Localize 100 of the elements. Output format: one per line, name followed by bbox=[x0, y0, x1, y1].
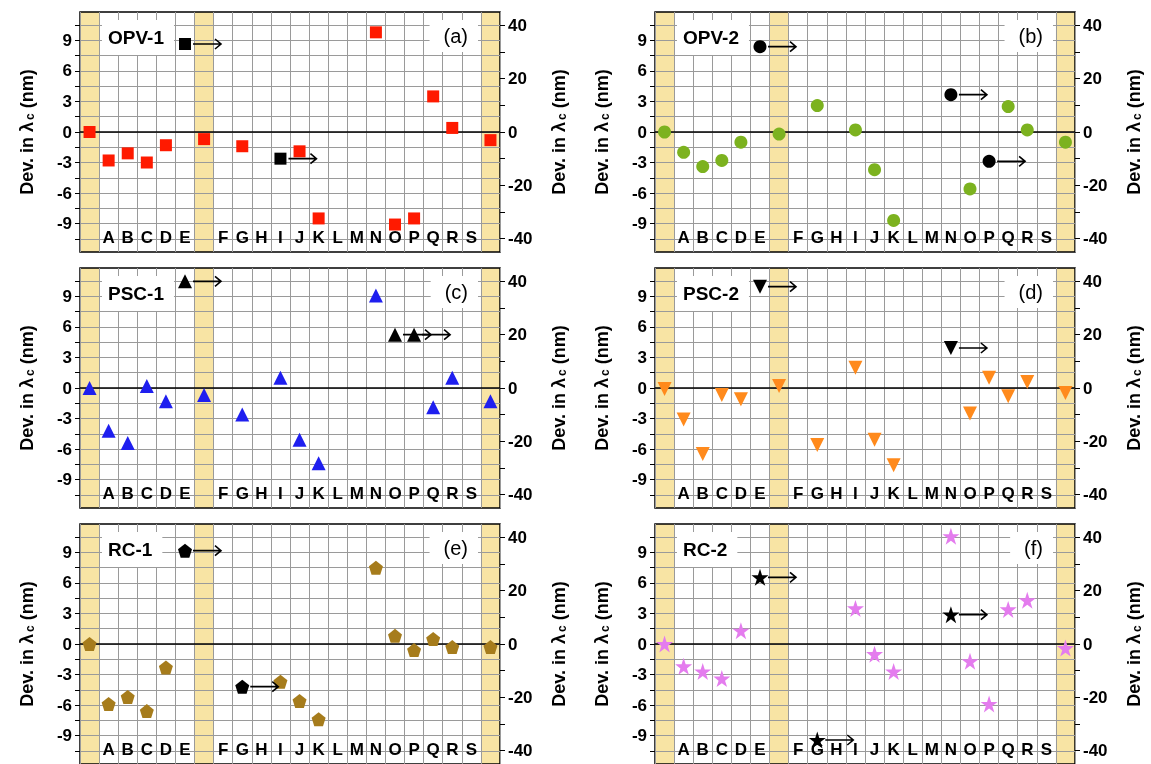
point bbox=[1058, 135, 1072, 149]
y2-tick-label: -20 bbox=[1083, 175, 1108, 195]
y-tick-label: 3 bbox=[62, 603, 72, 623]
point bbox=[695, 447, 710, 462]
x-tick-label: H bbox=[830, 228, 843, 247]
point bbox=[772, 127, 786, 141]
x-tick-label: I bbox=[853, 484, 858, 503]
point bbox=[293, 145, 306, 158]
point bbox=[292, 432, 307, 447]
point bbox=[120, 689, 135, 704]
x-tick-label: B bbox=[121, 740, 134, 759]
x-tick-label: N bbox=[944, 740, 958, 759]
x-tick-label: H bbox=[255, 484, 268, 503]
x-tick-label: L bbox=[332, 484, 343, 503]
point bbox=[715, 153, 729, 167]
point bbox=[121, 147, 134, 160]
y-tick-label: -9 bbox=[631, 726, 647, 746]
x-tick-label: K bbox=[312, 484, 326, 503]
x-tick-label: G bbox=[235, 484, 249, 503]
y2-tick-label: 40 bbox=[1083, 271, 1102, 291]
point bbox=[887, 213, 901, 227]
point bbox=[273, 370, 288, 385]
y-tick-label: 0 bbox=[637, 634, 647, 654]
point bbox=[658, 125, 672, 139]
x-tick-label: K bbox=[887, 740, 901, 759]
y-tick-label: 0 bbox=[637, 122, 647, 142]
x-tick-label: H bbox=[255, 740, 268, 759]
y-tick-label: -6 bbox=[631, 183, 647, 203]
x-tick-label: E bbox=[179, 484, 191, 503]
point bbox=[198, 133, 211, 146]
point bbox=[139, 704, 154, 719]
x-tick-label: I bbox=[278, 484, 283, 503]
x-tick-label: K bbox=[312, 740, 326, 759]
point bbox=[82, 637, 97, 651]
x-tick-label: A bbox=[677, 740, 690, 759]
point bbox=[389, 218, 401, 231]
x-tick-label: A bbox=[677, 484, 690, 503]
x-tick-label: Q bbox=[1001, 228, 1015, 247]
point bbox=[1001, 389, 1016, 404]
y-axis-title: Dev. in λc (nm) bbox=[592, 581, 612, 707]
y2-tick-label: 40 bbox=[508, 15, 527, 35]
point bbox=[484, 134, 497, 147]
point bbox=[445, 370, 460, 385]
x-tick-label: Q bbox=[426, 228, 440, 247]
y-tick-label: -6 bbox=[56, 439, 72, 459]
point bbox=[483, 394, 498, 409]
y-tick-label: 6 bbox=[637, 317, 647, 337]
x-tick-label: P bbox=[983, 228, 995, 247]
point bbox=[868, 163, 882, 177]
y-tick-label: 9 bbox=[637, 286, 647, 306]
point bbox=[82, 381, 97, 395]
y-tick-label: 9 bbox=[62, 30, 72, 50]
y-tick-label: -6 bbox=[631, 439, 647, 459]
point bbox=[368, 288, 383, 303]
x-tick-label: A bbox=[102, 740, 115, 759]
point bbox=[408, 212, 421, 225]
x-tick-label: A bbox=[677, 228, 690, 247]
text: PSC-1 bbox=[108, 283, 165, 304]
x-tick-label: B bbox=[121, 228, 134, 247]
x-tick-label: P bbox=[408, 740, 420, 759]
point bbox=[867, 432, 882, 447]
x-tick-label: S bbox=[465, 484, 478, 503]
point bbox=[235, 407, 250, 422]
x-tick-label: E bbox=[179, 228, 191, 247]
x-tick-label: B bbox=[121, 484, 134, 503]
x-tick-label: E bbox=[754, 228, 766, 247]
x-tick-label: D bbox=[159, 228, 173, 247]
point bbox=[427, 90, 440, 103]
annotation: (d) bbox=[1018, 281, 1044, 303]
x-tick-label: C bbox=[715, 484, 728, 503]
x-tick-label: F bbox=[792, 484, 804, 503]
point bbox=[101, 697, 116, 711]
y-tick-label: 0 bbox=[62, 634, 72, 654]
x-tick-label: K bbox=[312, 228, 326, 247]
text: OPV-2 bbox=[683, 27, 739, 48]
text: RC-1 bbox=[108, 539, 153, 560]
point bbox=[694, 662, 712, 680]
x-tick-label: L bbox=[332, 228, 343, 247]
x-tick-label: L bbox=[907, 484, 918, 503]
y2-tick-label: -40 bbox=[508, 485, 533, 505]
x-tick-label: A bbox=[102, 228, 115, 247]
point bbox=[120, 435, 135, 450]
x-tick-label: J bbox=[869, 740, 880, 759]
y-tick-label: -3 bbox=[631, 665, 647, 685]
y-tick-label: 3 bbox=[637, 603, 647, 623]
x-tick-label: H bbox=[830, 484, 843, 503]
point bbox=[311, 712, 326, 727]
point bbox=[713, 670, 731, 688]
x-tick-label: H bbox=[255, 228, 268, 247]
x-tick-label: R bbox=[1021, 740, 1034, 759]
y-tick-label: -6 bbox=[631, 695, 647, 715]
y-tick-label: 9 bbox=[637, 30, 647, 50]
x-tick-label: D bbox=[159, 484, 173, 503]
y-tick-label: 9 bbox=[62, 286, 72, 306]
x-tick-label: J bbox=[294, 484, 305, 503]
point bbox=[732, 622, 750, 640]
x-tick-label: C bbox=[715, 740, 728, 759]
point bbox=[426, 631, 441, 646]
y-tick-label: -9 bbox=[56, 470, 72, 490]
x-tick-label: Q bbox=[426, 740, 440, 759]
